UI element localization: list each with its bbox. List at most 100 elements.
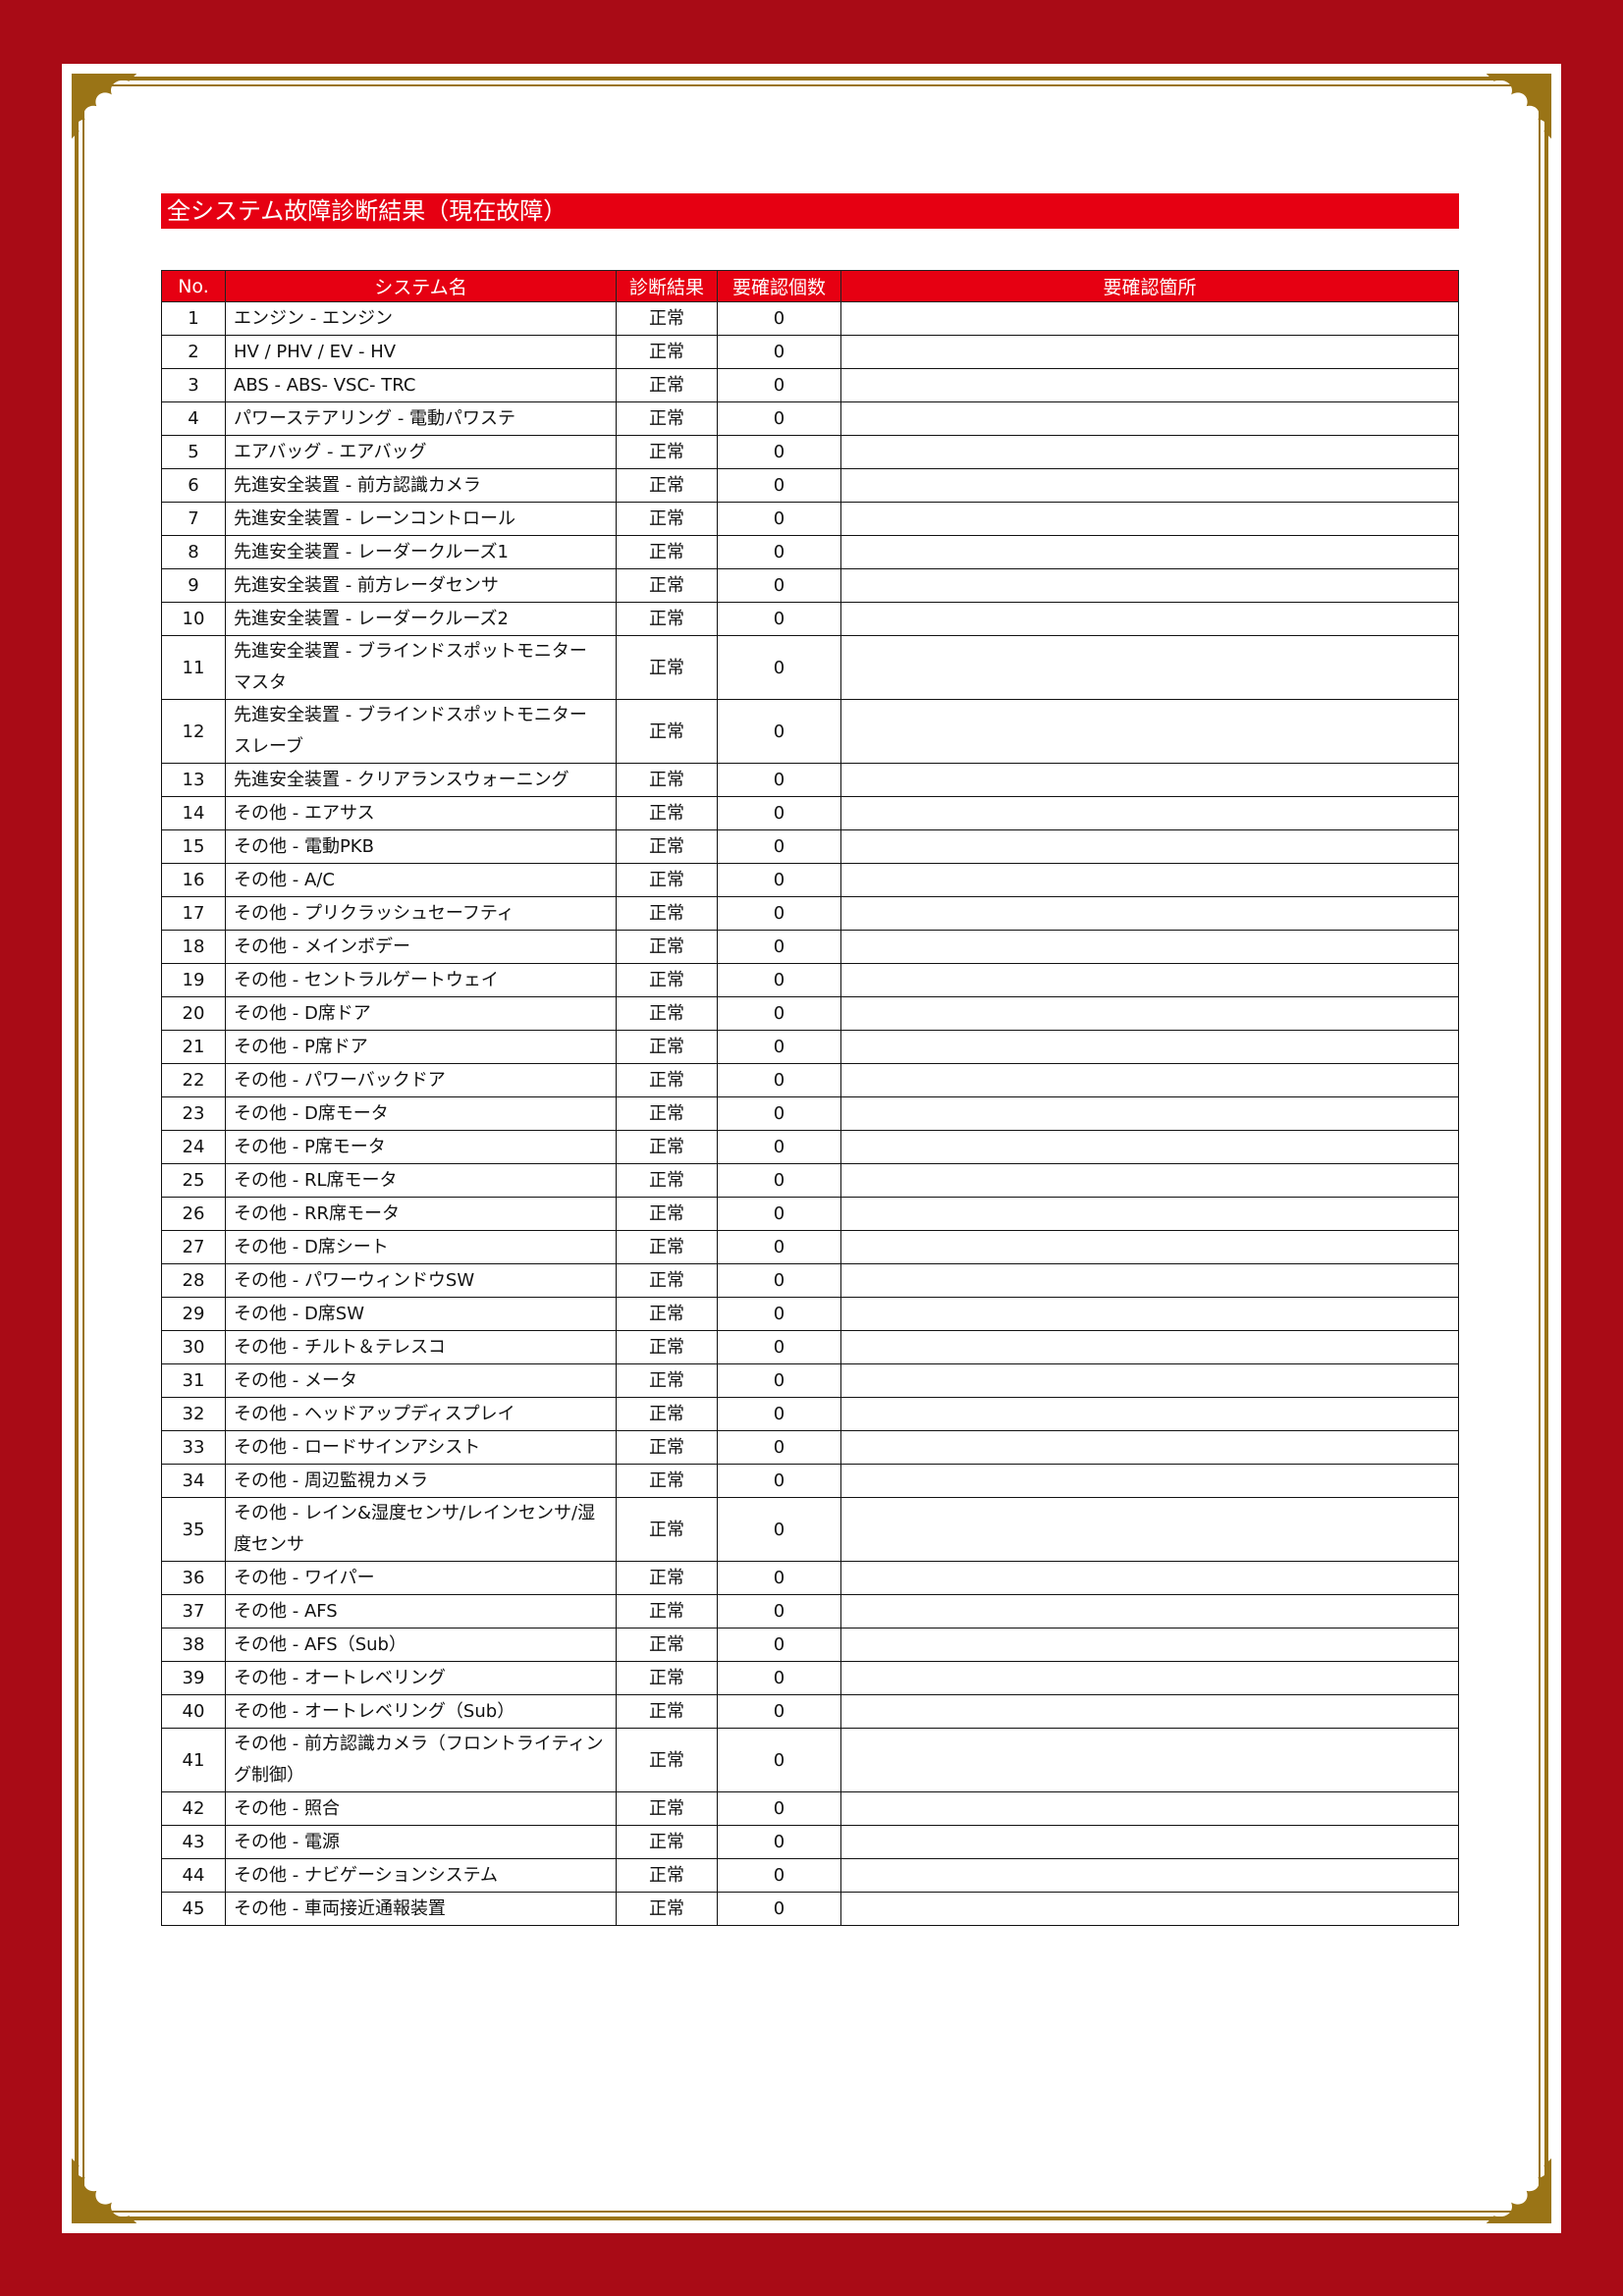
check-count: 0 [717,896,841,931]
table-row: 21 その他 - P席ドア 正常 0 [161,1030,1459,1064]
check-location [840,401,1459,436]
check-location [840,829,1459,864]
row-no: 18 [161,930,226,964]
check-location [840,1197,1459,1231]
system-name: その他 - 照合 [225,1791,617,1826]
system-name: その他 - ワイパー [225,1561,617,1595]
table-row: 15 その他 - 電動PKB 正常 0 [161,829,1459,864]
check-count: 0 [717,335,841,369]
check-count: 0 [717,1561,841,1595]
check-location [840,502,1459,536]
check-count: 0 [717,930,841,964]
col-check-count: 要確認個数 [717,270,841,302]
row-no: 37 [161,1594,226,1629]
check-location [840,1628,1459,1662]
check-location [840,1464,1459,1498]
check-count: 0 [717,1230,841,1264]
row-no: 15 [161,829,226,864]
diagnosis-result: 正常 [616,1096,718,1131]
diagnosis-result: 正常 [616,301,718,336]
system-name: その他 - AFS [225,1594,617,1629]
diagnosis-result: 正常 [616,763,718,797]
table-row: 24 その他 - P席モータ 正常 0 [161,1130,1459,1164]
table-row: 43 その他 - 電源 正常 0 [161,1825,1459,1859]
check-location [840,1297,1459,1331]
diagnosis-result: 正常 [616,1791,718,1826]
check-count: 0 [717,1096,841,1131]
system-name: 先進安全装置 - ブラインドスポットモニター スレーブ [225,699,617,764]
system-name: その他 - ヘッドアップディスプレイ [225,1397,617,1431]
check-location [840,1561,1459,1595]
row-no: 24 [161,1130,226,1164]
check-count: 0 [717,1628,841,1662]
system-name: その他 - 周辺監視カメラ [225,1464,617,1498]
check-location [840,930,1459,964]
system-name: その他 - P席ドア [225,1030,617,1064]
check-location [840,1330,1459,1364]
system-name: その他 - RL席モータ [225,1163,617,1198]
table-row: 22 その他 - パワーバックドア 正常 0 [161,1063,1459,1097]
check-count: 0 [717,1030,841,1064]
system-name: その他 - D席シート [225,1230,617,1264]
row-no: 8 [161,535,226,569]
row-no: 25 [161,1163,226,1198]
table-row: 39 その他 - オートレベリング 正常 0 [161,1661,1459,1695]
diagnosis-result: 正常 [616,996,718,1031]
row-no: 11 [161,635,226,700]
diagnosis-result: 正常 [616,602,718,636]
ornament-corner-icon [71,2158,137,2224]
system-name: 先進安全装置 - レーンコントロール [225,502,617,536]
check-location [840,1728,1459,1792]
row-no: 33 [161,1430,226,1465]
table-row: 33 その他 - ロードサインアシスト 正常 0 [161,1430,1459,1465]
diagnosis-result: 正常 [616,1661,718,1695]
check-count: 0 [717,568,841,603]
row-no: 21 [161,1030,226,1064]
table-row: 34 その他 - 周辺監視カメラ 正常 0 [161,1464,1459,1498]
system-name: その他 - レイン&湿度センサ/レインセンサ/湿度センサ [225,1497,617,1562]
diagnosis-result: 正常 [616,1858,718,1893]
check-location [840,996,1459,1031]
table-row: 35 その他 - レイン&湿度センサ/レインセンサ/湿度センサ 正常 0 [161,1497,1459,1562]
check-location [840,896,1459,931]
diagnosis-result: 正常 [616,1497,718,1562]
diagnosis-result: 正常 [616,368,718,402]
check-count: 0 [717,1297,841,1331]
diagnosis-result: 正常 [616,1297,718,1331]
check-count: 0 [717,602,841,636]
diagnosis-result: 正常 [616,1330,718,1364]
table-row: 10 先進安全装置 - レーダークルーズ2 正常 0 [161,602,1459,636]
table-row: 7 先進安全装置 - レーンコントロール 正常 0 [161,502,1459,536]
check-location [840,1363,1459,1398]
diagnosis-result: 正常 [616,1263,718,1298]
table-header: No. システム名 診断結果 要確認個数 要確認箇所 [161,270,1459,302]
diagnosis-result: 正常 [616,1163,718,1198]
check-location [840,1661,1459,1695]
system-name: その他 - 電源 [225,1825,617,1859]
check-location [840,1030,1459,1064]
diagnosis-result: 正常 [616,1130,718,1164]
diagnosis-result: 正常 [616,1561,718,1595]
system-name: その他 - 前方認識カメラ（フロントライティング制御） [225,1728,617,1792]
table-row: 40 その他 - オートレベリング（Sub） 正常 0 [161,1694,1459,1729]
check-count: 0 [717,1694,841,1729]
gold-border-outer [75,77,1548,2220]
page: 全システム故障診断結果（現在故障） No. システム名 診断結果 要確認個数 要… [62,64,1561,2233]
diagnosis-result: 正常 [616,435,718,469]
system-name: その他 - ナビゲーションシステム [225,1858,617,1893]
check-location [840,1096,1459,1131]
table-row: 5 エアバッグ - エアバッグ 正常 0 [161,435,1459,469]
diagnosis-result: 正常 [616,1030,718,1064]
check-count: 0 [717,1661,841,1695]
check-location [840,1497,1459,1562]
table-row: 6 先進安全装置 - 前方認識カメラ 正常 0 [161,468,1459,503]
check-count: 0 [717,401,841,436]
system-name: パワーステアリング - 電動パワステ [225,401,617,436]
row-no: 35 [161,1497,226,1562]
table-row: 23 その他 - D席モータ 正常 0 [161,1096,1459,1131]
system-name: その他 - D席SW [225,1297,617,1331]
row-no: 1 [161,301,226,336]
diagnosis-result: 正常 [616,568,718,603]
row-no: 23 [161,1096,226,1131]
row-no: 3 [161,368,226,402]
